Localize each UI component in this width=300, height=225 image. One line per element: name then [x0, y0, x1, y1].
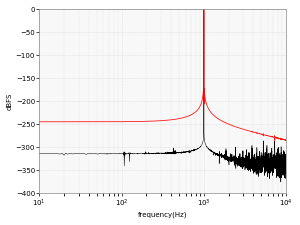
X-axis label: frequency(Hz): frequency(Hz) — [138, 212, 188, 218]
Y-axis label: dBFS: dBFS — [7, 93, 13, 110]
